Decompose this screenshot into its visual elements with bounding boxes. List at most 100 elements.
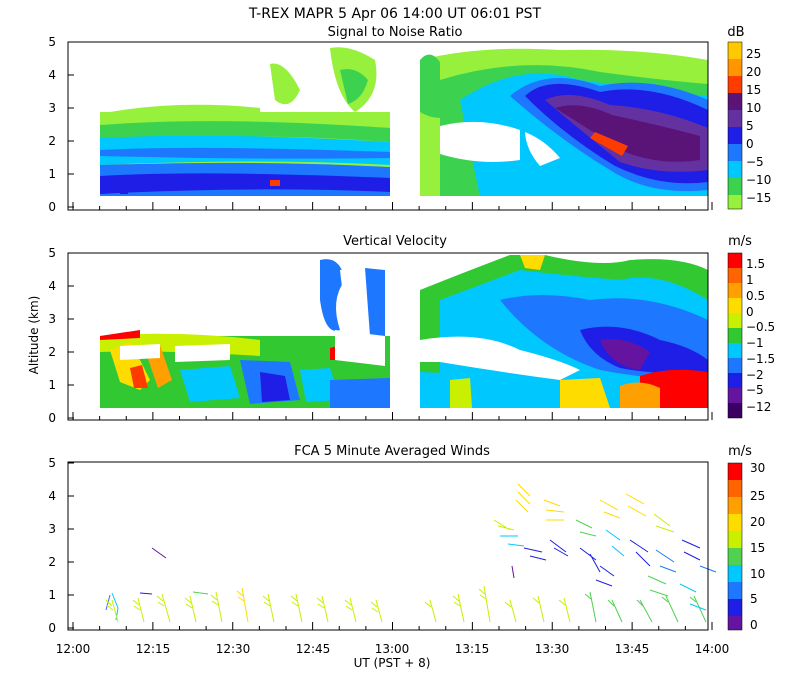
snr-colorbar-swatch [728, 59, 742, 76]
wind-barb [629, 539, 651, 567]
vv-y-tick-label: 4 [48, 279, 56, 293]
wind-barb [316, 595, 329, 623]
vv-field [340, 269, 372, 336]
winds-y-tick-label: 3 [48, 522, 56, 536]
snr-colorbar-label: −5 [746, 155, 764, 169]
snr-field [100, 173, 390, 194]
snr-y-tick-label: 3 [48, 101, 56, 115]
vv-field [180, 366, 240, 402]
wind-barb [151, 547, 167, 559]
snr-colorbar-unit: dB [727, 25, 744, 40]
snr-colorbar-swatch [728, 110, 742, 127]
vv-colorbar-label: −5 [746, 383, 764, 397]
vv-data-segment-1 [100, 259, 390, 408]
wind-barb [575, 519, 597, 537]
winds-x-ticks [72, 622, 713, 630]
vv-colorbar-label: 1 [746, 273, 754, 287]
winds-x-tick-label: 12:45 [296, 642, 331, 656]
vv-field [130, 365, 148, 388]
snr-y-tick-label: 0 [48, 200, 56, 214]
wind-barb [184, 595, 197, 623]
snr-colorbar-label: 20 [746, 65, 761, 79]
wind-barb [511, 565, 515, 579]
winds-colorbar-swatch [728, 582, 742, 599]
wind-barb [605, 529, 625, 557]
wind-barb [689, 595, 707, 623]
vv-field [330, 378, 390, 408]
wind-barb [636, 599, 653, 623]
wind-barb [515, 483, 531, 513]
wind-barb [532, 595, 545, 623]
wind-barb [595, 565, 615, 587]
vv-field [420, 336, 580, 380]
vv-y-tick-label: 1 [48, 378, 56, 392]
snr-field [270, 180, 280, 186]
wind-barb [655, 549, 677, 573]
wind-barb [132, 597, 145, 623]
winds-colorbar-swatch [728, 514, 742, 531]
vv-colorbar-swatch [728, 298, 742, 313]
wind-barb [504, 599, 517, 623]
wind-barb [105, 599, 119, 623]
snr-colorbar-swatch [728, 161, 742, 178]
wind-barb [139, 592, 153, 595]
snr-data-segment-1 [100, 47, 390, 196]
winds-colorbar-swatch [728, 548, 742, 565]
snr-field [590, 132, 628, 156]
snr-colorbar-label: 10 [746, 101, 761, 115]
winds-colorbar-label: 10 [750, 567, 765, 581]
vv-plot-area [100, 255, 708, 408]
snr-axes: 0 1 2 3 4 5 [48, 35, 709, 214]
vv-field [620, 382, 660, 408]
winds-colorbar-label: 30 [750, 461, 765, 475]
winds-x-tick-label: 13:45 [615, 642, 650, 656]
vv-colorbar-swatch [728, 358, 742, 373]
wind-barb [579, 547, 601, 573]
vv-colorbar-label: −1 [746, 336, 764, 350]
vv-colorbar-swatch [728, 313, 742, 328]
winds-barbs [105, 483, 717, 623]
winds-colorbar: m/s 30 25 20 15 10 5 0 [727, 444, 765, 632]
wind-barb [500, 535, 525, 547]
vv-panel: Vertical Velocity Altitude (km) [27, 234, 775, 425]
snr-field [110, 104, 260, 114]
wind-barb [584, 591, 597, 623]
vv-field [560, 378, 610, 408]
snr-colorbar-swatch [728, 144, 742, 161]
vv-colorbar-swatch [728, 268, 742, 283]
snr-colorbar-label: 15 [746, 83, 761, 97]
vv-field [450, 378, 472, 408]
winds-x-tick-label: 13:30 [535, 642, 570, 656]
winds-colorbar-swatch [728, 463, 742, 480]
wind-barb [262, 593, 275, 623]
winds-colorbar-swatch [728, 599, 742, 616]
vv-colorbar-swatch [728, 343, 742, 358]
winds-colorbar-swatch [728, 480, 742, 497]
wind-barb [236, 587, 249, 623]
vv-colorbar-label: 1.5 [746, 257, 765, 271]
vv-colorbar-swatch [728, 388, 742, 403]
snr-field [120, 186, 128, 194]
winds-y-tick-label: 0 [48, 621, 56, 635]
winds-x-tick-label: 12:00 [56, 642, 91, 656]
winds-x-tick-label: 13:15 [455, 642, 490, 656]
vv-field [600, 338, 650, 370]
wind-barb [543, 499, 565, 521]
winds-colorbar-label: 0 [750, 618, 758, 632]
wind-barb [370, 599, 383, 623]
snr-panel: Signal to Noise Ratio [48, 25, 771, 214]
vv-colorbar-unit: m/s [728, 234, 752, 249]
vv-axes: 0 1 2 3 4 5 [48, 246, 709, 425]
wind-barb [625, 493, 647, 517]
vv-field [100, 330, 140, 340]
vv-field [120, 344, 160, 360]
vv-y-tick-label: 3 [48, 312, 56, 326]
snr-colorbar-swatch [728, 93, 742, 110]
snr-field [270, 63, 300, 105]
vv-y-tick-label: 5 [48, 246, 56, 260]
vv-field [335, 330, 385, 366]
winds-x-tick-label: 13:00 [375, 642, 410, 656]
winds-colorbar-swatch [728, 531, 742, 548]
winds-colorbar-swatch [728, 565, 742, 582]
vv-colorbar-swatch [728, 373, 742, 388]
